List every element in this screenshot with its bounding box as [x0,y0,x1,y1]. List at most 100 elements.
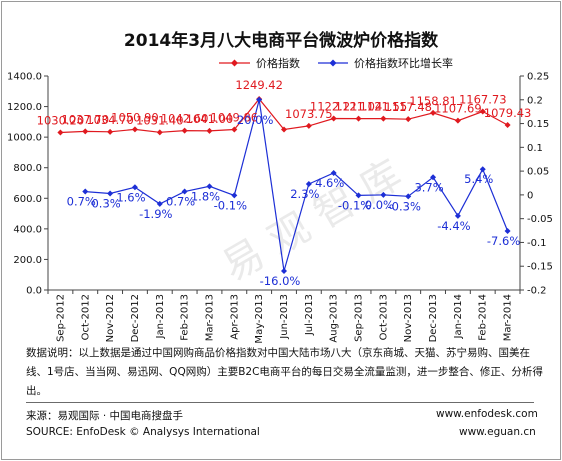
data-note: 数据说明：以上数据是通过中国网购商品价格指数对中国大陆市场八大（京东商城、天猫、… [26,347,543,397]
data-label-price-index: 1122.21 [310,99,358,113]
data-label-growth-rate: -4.4% [437,219,470,233]
data-label-growth-rate: 0.7% [67,195,96,209]
data-label-growth-rate: -0.3% [388,199,421,213]
data-label-price-index: 1042.60 [161,112,209,126]
data-label-price-index: 1031.40 [136,113,184,127]
x-tick-label: Mar-2014 [503,294,514,341]
point-growth-rate [231,192,238,199]
data-label-price-index: 1107.69 [434,102,482,116]
point-price-index [380,115,387,122]
y-right-tick-label: 0.1 [527,143,543,154]
x-tick-label: May-2013 [254,294,265,344]
point-price-index [430,109,437,116]
point-price-index [454,117,461,124]
point-growth-rate [256,96,263,103]
data-label-price-index: 1050.90 [111,110,159,124]
url-enfodesk: www.enfodesk.com [436,408,538,420]
point-price-index [206,127,213,134]
data-label-growth-rate: 3.7% [414,180,443,194]
data-label-price-index: 1079.43 [484,106,532,120]
data-label-price-index: 1037.70 [61,112,109,126]
point-growth-rate [405,193,412,200]
point-price-index [305,122,312,129]
y-left-tick-label: 400.0 [13,224,42,235]
data-label-growth-rate: 0.3% [91,196,120,210]
y-left-tick-label: 800.0 [13,163,42,174]
y-right-tick-label: -0.05 [527,214,553,225]
point-price-index [131,126,138,133]
source-cn: 来源：易观国际 · 中国电商搜盘手 [26,410,184,422]
data-label-growth-rate: -16.0% [260,274,301,288]
y-right-tick-label: 0.2 [527,95,543,106]
data-label-price-index: 1049.86 [211,111,259,125]
point-price-index [330,115,337,122]
data-label-growth-rate: -1.9% [139,207,172,221]
x-tick-label: Sep-2013 [354,294,365,342]
point-price-index [156,129,163,136]
data-label-price-index: 1167.73 [459,93,507,107]
y-right-tick-label: 0.25 [527,72,549,83]
point-growth-rate [430,174,437,181]
point-growth-rate [107,190,114,197]
point-growth-rate [281,267,287,274]
point-price-index [504,122,511,129]
point-price-index [281,126,287,133]
data-label-price-index: 1121.55 [360,100,408,114]
data-label-growth-rate: 1.8% [191,189,220,203]
line-growth-rate [85,99,509,272]
point-growth-rate [454,212,461,219]
point-growth-rate [206,183,213,190]
data-label-price-index: 1121.04 [335,100,383,114]
axes: 0.0 200.0 400.0 600.0 800.0 1000.0 1200.0 1400.… [7,72,553,344]
point-price-index [479,108,486,115]
x-tick-label: Oct-2013 [378,294,389,340]
x-tick-label: Sep-2012 [55,294,66,342]
x-tick-label: Aug-2013 [329,294,340,343]
data-label-growth-rate: 0.7% [166,195,195,209]
point-price-index [181,127,188,134]
legend-label-growth-rate: 价格指数环比增长率 [354,56,453,70]
legend: 价格指数 价格指数环比增长率 [219,56,453,70]
series-price-index [57,96,511,136]
y-left-tick-label: 1000.0 [7,133,42,144]
y-left-tick-label: 0.0 [26,286,42,297]
point-growth-rate [355,192,362,199]
y-right-tick-label: -0.1 [527,238,547,249]
legend-marker-price-index [231,59,238,67]
y-left-tick-label: 1400.0 [7,72,42,83]
url-eguan: www.eguan.cn [459,426,536,438]
y-right-tick-label: 0 [527,190,533,201]
chart-title: 2014年3月八大电商平台微波炉价格指数 [124,30,439,51]
x-tick-label: Jan-2013 [155,294,166,339]
point-price-index [231,126,238,133]
data-label-growth-rate: 4.6% [315,176,344,190]
point-price-index [57,129,64,136]
x-tick-label: Jul-2013 [304,294,315,336]
point-growth-rate [380,191,387,198]
point-price-index [405,116,412,123]
y-right-tick-label: 0.05 [527,167,549,178]
point-growth-rate [504,228,511,235]
legend-label-price-index: 价格指数 [256,56,300,70]
x-tick-label: Dec-2013 [428,294,439,342]
y-left-tick-label: 200.0 [13,255,42,266]
divider [26,402,534,403]
point-growth-rate [82,188,89,195]
y-right-tick-label: -0.2 [527,286,547,297]
data-label-growth-rate: -7.6% [487,234,520,248]
y-right-tick-label: 0.15 [527,119,549,130]
data-label-growth-rate: -0.1% [214,198,247,212]
data-label-price-index: 1249.42 [235,78,283,92]
y-right-tick-label: -0.15 [527,262,553,273]
data-label-growth-rate: 0.0% [365,198,394,212]
x-tick-label: Jun-2013 [279,294,290,340]
x-tick-label: Apr-2013 [229,294,240,340]
point-growth-rate [330,170,337,177]
data-label-growth-rate: -0.1% [338,198,371,212]
data-label-price-index: 1073.75 [285,107,333,121]
data-label-growth-rate: 5.4% [464,172,493,186]
x-tick-label: Dec-2012 [130,294,141,342]
data-label-growth-rate: 1.6% [116,190,145,204]
